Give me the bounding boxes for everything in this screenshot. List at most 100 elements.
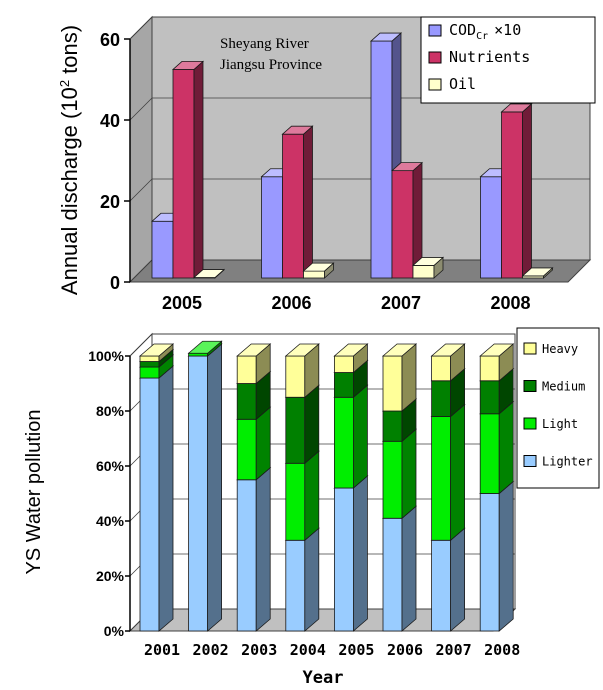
y-tick-label: 0% xyxy=(104,623,125,639)
segment-lighter-2005 xyxy=(333,487,354,632)
legend-swatch xyxy=(523,417,537,430)
y-tick-label: 60% xyxy=(96,458,125,474)
segment-heavy-2001 xyxy=(139,355,160,362)
x-tick-label: 2006 xyxy=(387,641,423,659)
y-tick-label: 40 xyxy=(100,111,120,131)
discharge-chart: 0 20 40 60 Sheyang River Jiangsu Province 2005… xyxy=(57,15,596,313)
annotation-line: Jiangsu Province xyxy=(220,57,322,73)
segment-medium-2005 xyxy=(333,372,354,398)
gridline xyxy=(129,333,515,357)
legend-label: Oil xyxy=(449,75,476,93)
segment-heavy-2004-top xyxy=(284,343,320,357)
legend: CODCr ×10 Nutrients Oil xyxy=(420,16,596,104)
segment-lighter-2002-side xyxy=(207,343,223,632)
y-axis-label: Annual discharge (102 tons) xyxy=(57,25,82,295)
segment-lighter-2001-side xyxy=(158,365,174,632)
segment-heavy-2001-top xyxy=(138,343,175,357)
legend-label: CODCr ×10 xyxy=(449,21,521,42)
legend-box xyxy=(420,16,596,104)
legend-swatch xyxy=(523,455,537,467)
bar-nutrients-2008-top xyxy=(500,103,533,113)
bar-oil-2005-top xyxy=(192,269,226,278)
x-tick-label: 2005 xyxy=(162,293,202,313)
segment-light-2005-side xyxy=(352,384,368,489)
segment-heavy-2006 xyxy=(382,355,403,412)
legend-label: Nutrients xyxy=(449,48,530,66)
segment-light-2007-side xyxy=(450,403,466,542)
y-tick-label: 20 xyxy=(100,192,120,212)
segment-medium-2006 xyxy=(382,410,403,442)
segment-light-2002-top xyxy=(187,340,223,354)
bar-nutrients-2008-side xyxy=(522,103,532,279)
segment-lighter-2002 xyxy=(188,355,209,632)
x-tick-label: 2007 xyxy=(436,641,472,659)
segment-heavy-2006-top xyxy=(381,343,418,357)
bar-cod-2006 xyxy=(261,176,283,279)
y-tick-label: 100% xyxy=(88,348,124,364)
bar-nutrients-2007-top xyxy=(390,162,424,172)
segment-heavy-2007 xyxy=(431,355,452,382)
segment-heavy-2007-top xyxy=(430,343,466,357)
x-axis-label: Year xyxy=(303,668,344,688)
segment-lighter-2001 xyxy=(139,377,160,632)
y-axis-label: YS Water pollution xyxy=(23,410,45,575)
bar-nutrients-2007 xyxy=(391,170,414,279)
x-tick-label: 2006 xyxy=(271,293,311,313)
segment-lighter-2005-side xyxy=(352,475,368,632)
segment-light-2005 xyxy=(333,396,354,489)
segment-light-2004 xyxy=(285,462,306,541)
segment-lighter-2003-side xyxy=(255,466,271,632)
legend: Heavy Medium Light Lighter xyxy=(516,327,600,489)
legend-swatch xyxy=(428,51,442,64)
segment-heavy-2004 xyxy=(285,355,306,398)
bar-oil-2008-top xyxy=(521,267,554,277)
segment-medium-2004-side xyxy=(304,384,320,465)
bar-cod-2007 xyxy=(370,40,393,279)
segment-medium-2003 xyxy=(236,383,257,420)
x-tick-label: 2002 xyxy=(193,641,229,659)
segment-light-2003 xyxy=(236,418,257,481)
segment-lighter-2008-side xyxy=(498,480,514,632)
legend-swatch xyxy=(523,342,537,355)
segment-light-2001 xyxy=(139,366,160,379)
bar-nutrients-2006-side xyxy=(303,125,313,279)
segment-lighter-2004-side xyxy=(304,527,320,632)
y-tick-label: 60 xyxy=(100,30,120,50)
y-tick-label: 40% xyxy=(96,513,125,529)
segment-medium-2004 xyxy=(285,396,306,464)
segment-light-2007 xyxy=(431,416,452,541)
x-tick-label: 2008 xyxy=(484,641,520,659)
segment-light-2006-side xyxy=(401,428,417,520)
x-tick-label: 2003 xyxy=(241,641,277,659)
x-tick-label: 2001 xyxy=(144,641,180,659)
bar-nutrients-2006-top xyxy=(281,125,314,135)
bar-cod-2007-top xyxy=(369,32,403,42)
segment-medium-2008 xyxy=(479,380,500,415)
segment-lighter-2007-side xyxy=(450,527,466,632)
segment-medium-2001 xyxy=(139,361,160,368)
bar-oil-2007-top xyxy=(411,257,445,266)
x-tick-label: 2007 xyxy=(381,293,421,313)
y-tick-label: 80% xyxy=(96,403,125,419)
x-tick-label: 2005 xyxy=(338,641,374,659)
segment-heavy-2005-top xyxy=(333,343,369,357)
bar-oil-2006 xyxy=(303,270,325,279)
segment-heavy-2003-top xyxy=(236,343,272,357)
segment-heavy-2005 xyxy=(333,355,354,373)
legend-swatch xyxy=(428,78,442,91)
segment-lighter-2007 xyxy=(431,539,452,632)
segment-lighter-2006-side xyxy=(401,505,417,632)
segment-light-2004-side xyxy=(304,450,320,542)
bar-oil-2007 xyxy=(412,265,435,279)
segment-lighter-2008 xyxy=(479,493,500,632)
segment-light-2008-side xyxy=(498,400,514,495)
x-tick-label: 2004 xyxy=(290,641,326,659)
side-wall xyxy=(129,15,153,284)
x-tick-label: 2008 xyxy=(490,293,530,313)
segment-light-2003-side xyxy=(255,406,271,481)
legend-label: Lighter xyxy=(542,455,593,469)
segment-lighter-2003 xyxy=(236,479,257,632)
annotation-line: Sheyang River xyxy=(220,36,309,52)
bar-nutrients-2005 xyxy=(172,69,195,279)
